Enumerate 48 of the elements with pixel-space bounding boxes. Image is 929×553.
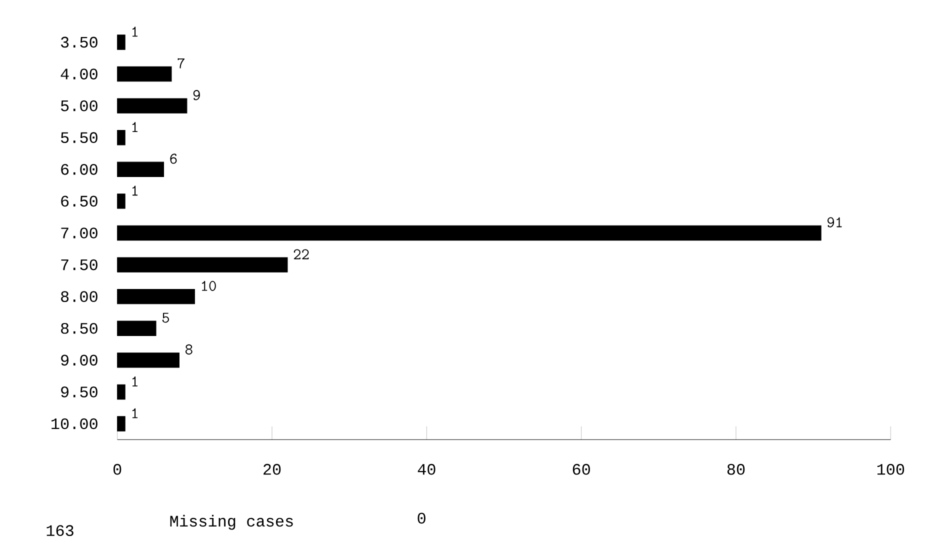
y-tick-label: 10.00 (52, 418, 98, 430)
y-tick-label: 8.00 (61, 291, 98, 302)
data-label: 5 (162, 312, 170, 323)
bar (117, 162, 164, 178)
y-tick-label: 7.50 (61, 259, 98, 270)
x-tick-label: 60 (572, 464, 590, 475)
y-tick-label: 9.50 (61, 386, 98, 398)
bar (117, 130, 126, 146)
data-label: 1 (132, 408, 138, 418)
bar (117, 34, 126, 50)
data-label: 1 (132, 26, 138, 37)
bar (117, 288, 195, 304)
bar (117, 320, 156, 336)
bar (117, 257, 288, 272)
x-tick-label: 80 (727, 464, 745, 475)
x-tick-label: 100 (877, 464, 904, 475)
y-tick-label: 4.00 (60, 68, 98, 80)
bar (117, 66, 172, 82)
x-tick-label: 40 (418, 464, 436, 475)
data-label: 7 (178, 58, 185, 68)
bar (117, 225, 822, 241)
y-tick-label: 6.50 (61, 196, 98, 207)
bar (117, 384, 126, 400)
bar (117, 194, 126, 209)
data-label: 91 (828, 217, 842, 228)
text: 163 (46, 525, 74, 536)
x-tick-label: 0 (114, 464, 122, 475)
data-label: 6 (170, 154, 177, 164)
data-label: 8 (185, 344, 192, 355)
data-label: 1 (132, 186, 138, 196)
bar (117, 416, 126, 432)
y-tick-label: 8.50 (61, 322, 98, 334)
y-tick-label: 3.50 (61, 36, 98, 48)
data-label: 22 (294, 249, 309, 260)
data-label: 9 (193, 90, 200, 100)
bar (117, 98, 188, 114)
bar (117, 352, 180, 368)
y-tick-label: 7.00 (61, 228, 98, 238)
data-label: 1 (132, 122, 138, 132)
y-tick-label: 6.00 (61, 164, 98, 175)
x-tick-label: 20 (264, 464, 281, 475)
data-label: 1 (132, 376, 138, 386)
y-tick-label: 5.50 (61, 132, 98, 144)
text: 0 (418, 512, 426, 524)
data-label: 10 (202, 280, 216, 291)
y-tick-label: 9.00 (61, 354, 98, 366)
y-tick-label: 5.00 (61, 100, 98, 112)
text: Missing cases (170, 514, 293, 530)
